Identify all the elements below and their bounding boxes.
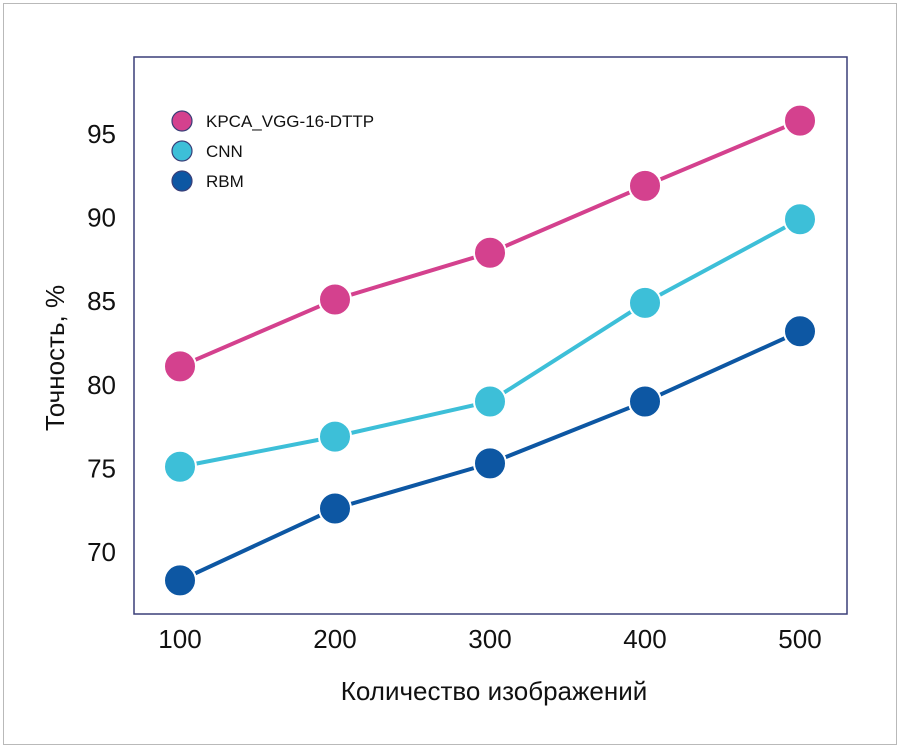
y-axis: 70 75 80 85 90 95 (87, 119, 116, 567)
legend: KPCA_VGG-16-DTTP CNN RBM (171, 110, 374, 192)
y-tick-label: 80 (87, 370, 116, 400)
x-axis-title: Количество изображений (341, 676, 648, 706)
series-CNN (163, 202, 817, 484)
data-point (318, 419, 352, 454)
legend-label: RBM (206, 172, 244, 191)
y-tick-label: 90 (87, 203, 116, 233)
series-KPCA_VGG-16-DTTP (163, 103, 817, 384)
data-point (628, 168, 662, 203)
data-point (783, 314, 817, 349)
legend-marker (171, 110, 193, 132)
data-point (783, 103, 817, 138)
data-point (473, 384, 507, 419)
y-axis-title: Точность, % (40, 285, 70, 431)
plot-area (133, 56, 848, 615)
x-tick-label: 200 (313, 624, 356, 654)
data-point (163, 563, 197, 598)
data-point (163, 349, 197, 384)
legend-label: CNN (206, 142, 243, 161)
data-point (628, 285, 662, 320)
x-tick-label: 400 (623, 624, 666, 654)
data-point (318, 491, 352, 526)
x-tick-label: 300 (468, 624, 511, 654)
data-point (473, 446, 507, 481)
x-tick-label: 500 (778, 624, 821, 654)
legend-marker (171, 140, 193, 162)
figure-frame (3, 3, 897, 745)
y-tick-label: 70 (87, 537, 116, 567)
series-RBM (163, 314, 817, 598)
data-point (473, 235, 507, 270)
x-tick-label: 100 (158, 624, 201, 654)
data-point (163, 449, 197, 484)
legend-marker (171, 170, 193, 192)
y-tick-label: 75 (87, 453, 116, 483)
series-layer (163, 103, 817, 598)
x-axis: 100 200 300 400 500 (158, 624, 821, 654)
y-tick-label: 95 (87, 119, 116, 149)
data-point (628, 384, 662, 419)
y-tick-label: 85 (87, 286, 116, 316)
data-point (318, 282, 352, 317)
legend-label: KPCA_VGG-16-DTTP (206, 112, 374, 131)
data-point (783, 202, 817, 237)
